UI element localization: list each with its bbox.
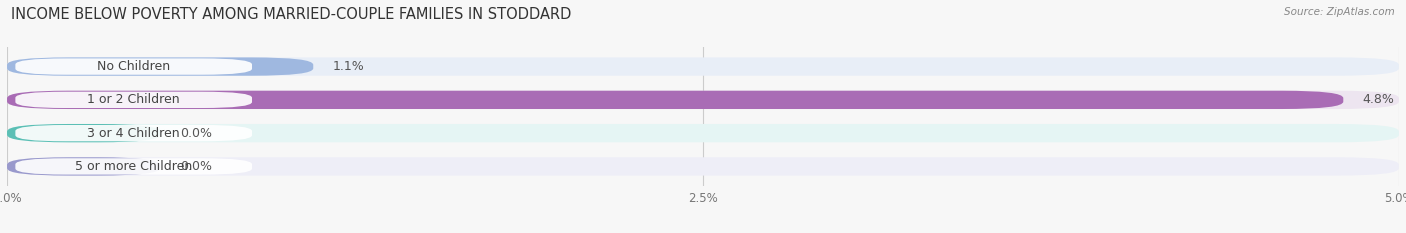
Text: 3 or 4 Children: 3 or 4 Children [87, 127, 180, 140]
FancyBboxPatch shape [7, 57, 314, 76]
FancyBboxPatch shape [15, 58, 252, 75]
FancyBboxPatch shape [7, 91, 1343, 109]
FancyBboxPatch shape [15, 125, 252, 141]
FancyBboxPatch shape [15, 92, 252, 108]
FancyBboxPatch shape [7, 91, 1399, 109]
FancyBboxPatch shape [7, 157, 1399, 176]
FancyBboxPatch shape [7, 124, 1399, 142]
Text: No Children: No Children [97, 60, 170, 73]
Text: 4.8%: 4.8% [1362, 93, 1395, 106]
Text: 5 or more Children: 5 or more Children [75, 160, 193, 173]
FancyBboxPatch shape [7, 57, 1399, 76]
Text: 1 or 2 Children: 1 or 2 Children [87, 93, 180, 106]
Text: Source: ZipAtlas.com: Source: ZipAtlas.com [1284, 7, 1395, 17]
Text: 0.0%: 0.0% [180, 127, 212, 140]
Text: 0.0%: 0.0% [180, 160, 212, 173]
Text: 1.1%: 1.1% [333, 60, 364, 73]
FancyBboxPatch shape [7, 157, 160, 176]
Text: INCOME BELOW POVERTY AMONG MARRIED-COUPLE FAMILIES IN STODDARD: INCOME BELOW POVERTY AMONG MARRIED-COUPL… [11, 7, 572, 22]
FancyBboxPatch shape [7, 124, 160, 142]
FancyBboxPatch shape [15, 158, 252, 175]
